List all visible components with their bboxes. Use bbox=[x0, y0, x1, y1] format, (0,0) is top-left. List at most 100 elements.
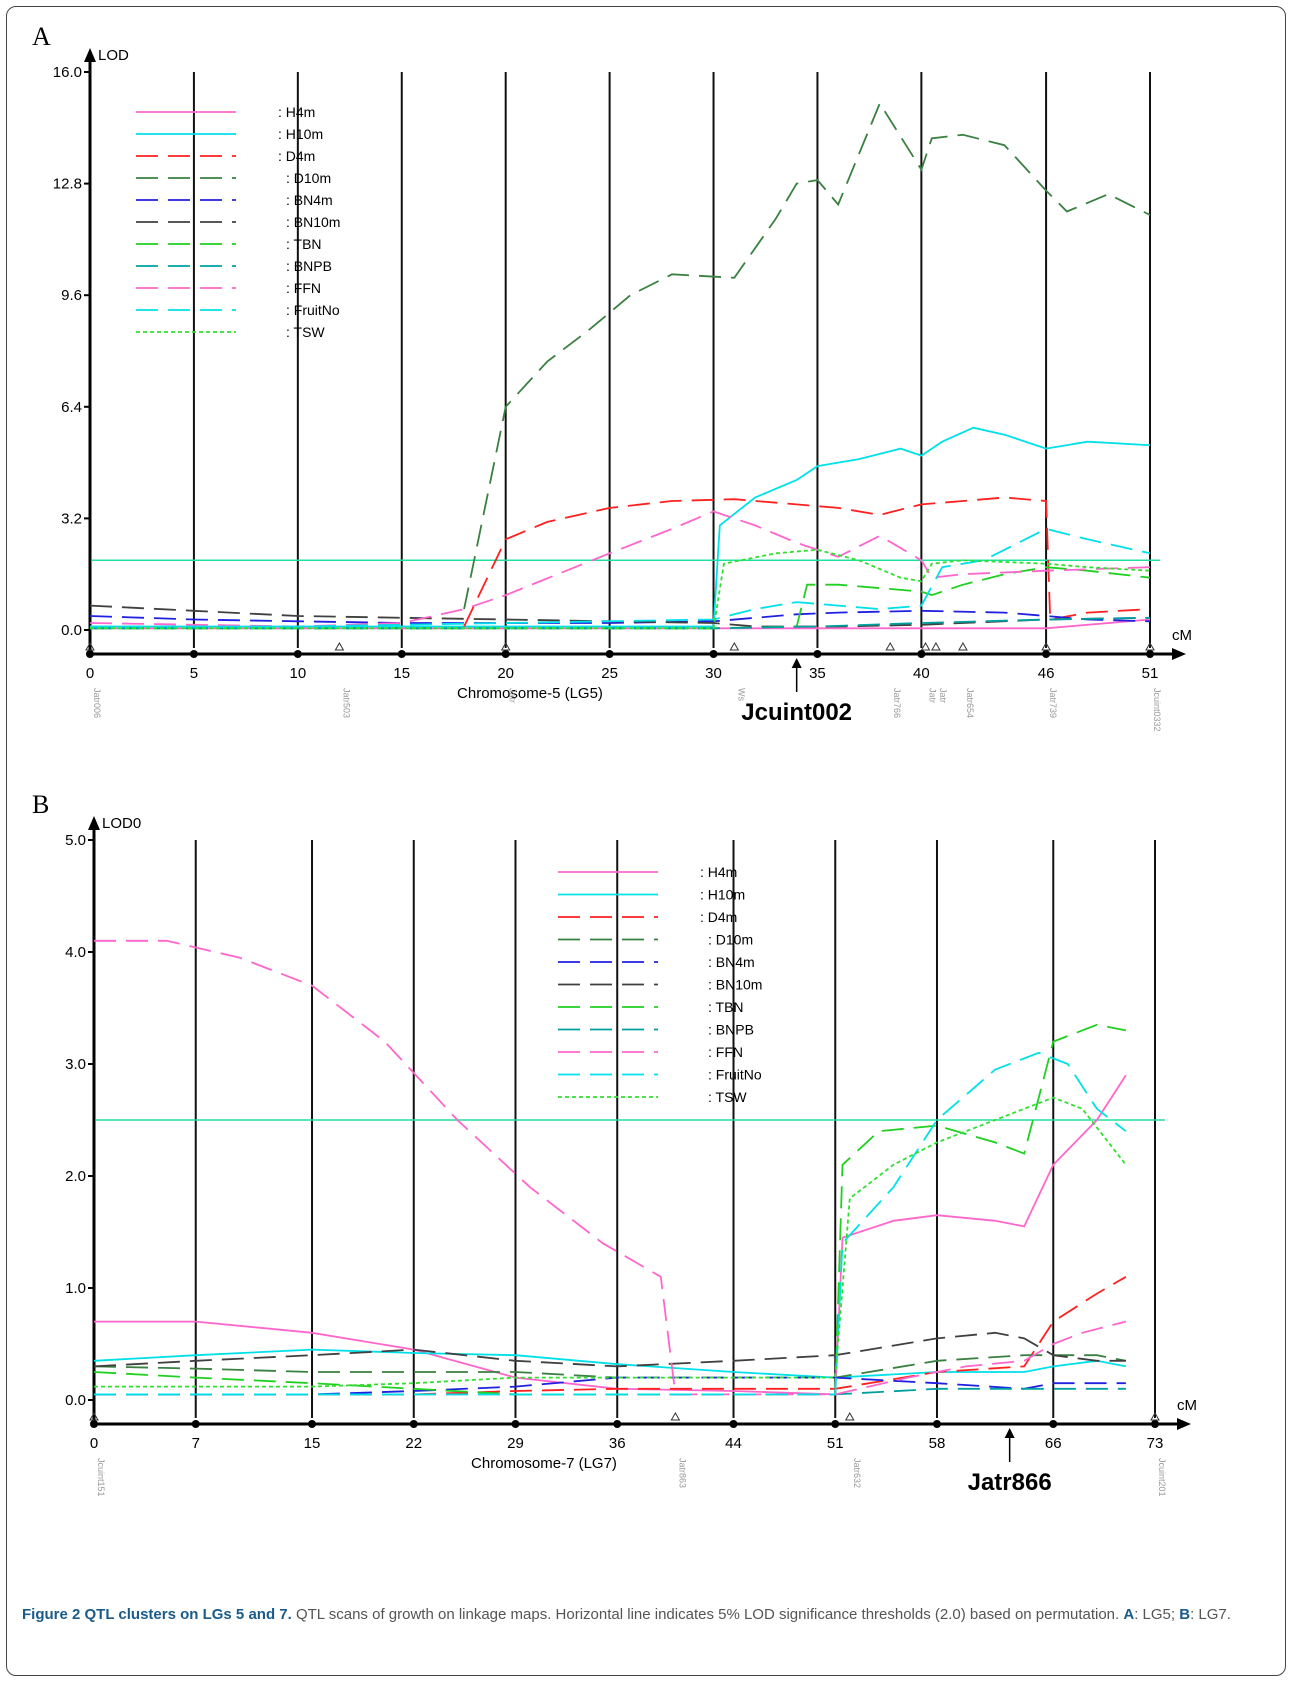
x-tick-dot bbox=[397, 650, 406, 658]
series-line-bn4m bbox=[89, 609, 1151, 624]
x-tick-label: 73 bbox=[1147, 1435, 1164, 1452]
x-tick-label: 51 bbox=[1142, 665, 1159, 682]
caption-key-b: B bbox=[1179, 1606, 1191, 1623]
panel-label-a: A bbox=[32, 22, 51, 51]
x-tick-dot bbox=[613, 1420, 622, 1428]
marker-triangle bbox=[1041, 641, 1051, 651]
x-tick-label: 29 bbox=[507, 1435, 524, 1452]
legend-label-tbn: : TBN bbox=[708, 999, 744, 1015]
y-tick-label: 4.0 bbox=[65, 944, 86, 961]
x-tick-dot bbox=[293, 650, 302, 658]
x-tick-label: 0 bbox=[90, 1435, 98, 1452]
series-line-bn10m bbox=[89, 604, 1151, 628]
series-line-h10m bbox=[90, 426, 1151, 628]
x-axis-unit: cM bbox=[1172, 627, 1192, 644]
x-axis-title: Chromosome-5 (LG5) bbox=[457, 685, 603, 702]
series-line-h10m bbox=[93, 1348, 1127, 1379]
x-tick-label: 25 bbox=[601, 665, 618, 682]
y-tick-label: 0.0 bbox=[61, 622, 82, 639]
marker-name: Jatr006 bbox=[92, 688, 102, 718]
series-line-d4m bbox=[463, 496, 1151, 627]
chart-a: LOD 0.0 3.2 6.4 9.6 12.8 16.0 cM 0 5 10 15 20 25 30 35 4… bbox=[53, 47, 1192, 732]
x-axis-arrow bbox=[1172, 648, 1186, 660]
x-tick-label: 35 bbox=[809, 665, 826, 682]
x-tick-dot bbox=[932, 1420, 941, 1428]
x-tick-label: 66 bbox=[1045, 1435, 1062, 1452]
caption-text-a: : LG5; bbox=[1134, 1606, 1176, 1623]
x-axis-arrow bbox=[1177, 1418, 1191, 1430]
x-tick-dot bbox=[308, 1420, 317, 1428]
legend-label-bn4m: : BN4m bbox=[708, 954, 755, 970]
marker-triangle bbox=[1145, 641, 1155, 651]
marker-triangle bbox=[958, 641, 968, 651]
caption-key-a: A bbox=[1123, 1606, 1135, 1623]
marker-triangle bbox=[1150, 1411, 1160, 1421]
x-tick-label: 30 bbox=[705, 665, 722, 682]
marker-triangle bbox=[500, 641, 511, 651]
y-tick-label: 6.4 bbox=[61, 399, 82, 416]
marker-triangle bbox=[670, 1411, 681, 1421]
legend-label-d4m: : D4m bbox=[278, 148, 315, 164]
caption-heading: Figure 2 QTL clusters on LGs 5 and 7. bbox=[22, 1606, 292, 1623]
legend-label-tbn: : TBN bbox=[286, 236, 322, 252]
caption-text: QTL scans of growth on linkage maps. Hor… bbox=[295, 1606, 1120, 1623]
x-tick-label: 0 bbox=[86, 665, 94, 682]
marker-name: Jatr503 bbox=[341, 688, 351, 718]
series-line-h4m bbox=[94, 1074, 1127, 1396]
y-tick-label: 3.0 bbox=[65, 1056, 86, 1073]
series-line-fruitno bbox=[90, 527, 1151, 628]
marker-name: Jcuint151 bbox=[96, 1458, 106, 1497]
marker-name: Jatr bbox=[938, 688, 948, 703]
y-tick-label: 16.0 bbox=[53, 64, 82, 81]
series-line-tsw bbox=[90, 548, 1151, 630]
y-tick-label: 1.0 bbox=[65, 1280, 86, 1297]
legend-label-fruitno: : FruitNo bbox=[286, 302, 340, 318]
x-tick-label: 58 bbox=[929, 1435, 946, 1452]
legend-label-bn4m: : BN4m bbox=[286, 192, 333, 208]
y-axis-label: LOD bbox=[98, 47, 129, 64]
marker-triangle bbox=[931, 641, 941, 651]
y-axis-arrow bbox=[88, 816, 100, 830]
series-line-tsw bbox=[94, 1096, 1127, 1388]
marker-name: Jatr bbox=[508, 688, 518, 703]
marker-name: Jatr654 bbox=[965, 688, 975, 718]
y-tick-label: 5.0 bbox=[65, 832, 86, 849]
y-tick-label: 0.0 bbox=[65, 1392, 86, 1409]
x-tick-dot bbox=[191, 1420, 200, 1428]
x-tick-dot bbox=[831, 1420, 840, 1428]
x-tick-dot bbox=[605, 650, 614, 658]
x-tick-label: 15 bbox=[393, 665, 410, 682]
marker-triangle bbox=[334, 641, 345, 651]
legend-label-bnpb: : BNPB bbox=[286, 258, 332, 274]
series-line-d10m bbox=[463, 101, 1151, 610]
legend-label-tsw: : TSW bbox=[708, 1089, 747, 1105]
x-axis-title: Chromosome-7 (LG7) bbox=[471, 1455, 617, 1472]
x-tick-label: 7 bbox=[192, 1435, 200, 1452]
callout-label: Jatr866 bbox=[968, 1469, 1052, 1496]
legend-label-ffn: : FFN bbox=[708, 1044, 743, 1060]
marker-name: Jatr863 bbox=[677, 1458, 687, 1488]
x-tick-label: 40 bbox=[913, 665, 930, 682]
series-line-ffn bbox=[89, 510, 1151, 628]
callout-arrow-head bbox=[791, 658, 802, 668]
series-line-ffn bbox=[94, 939, 1127, 1396]
x-tick-label: 36 bbox=[609, 1435, 626, 1452]
x-tick-dot bbox=[729, 1420, 738, 1428]
y-tick-label: 2.0 bbox=[65, 1168, 86, 1185]
marker-triangle bbox=[920, 641, 931, 651]
legend-label-ffn: : FFN bbox=[286, 280, 321, 296]
marker-name: Jatr632 bbox=[852, 1458, 862, 1488]
x-tick-label: 51 bbox=[827, 1435, 844, 1452]
marker-name: Jcuint201 bbox=[1157, 1458, 1167, 1497]
legend-label-d10m: : D10m bbox=[286, 170, 331, 186]
y-axis-arrow bbox=[84, 48, 96, 62]
y-tick-label: 9.6 bbox=[61, 287, 82, 304]
x-tick-dot bbox=[511, 1420, 520, 1428]
y-tick-label: 3.2 bbox=[61, 510, 82, 527]
y-axis-label: LOD0 bbox=[102, 815, 141, 832]
marker-name: Ws bbox=[736, 688, 746, 701]
series-line-tbn bbox=[90, 566, 1151, 630]
legend-label-h4m: : H4m bbox=[700, 864, 737, 880]
legend-label-fruitno: : FruitNo bbox=[708, 1067, 762, 1083]
x-tick-dot bbox=[1146, 650, 1154, 658]
